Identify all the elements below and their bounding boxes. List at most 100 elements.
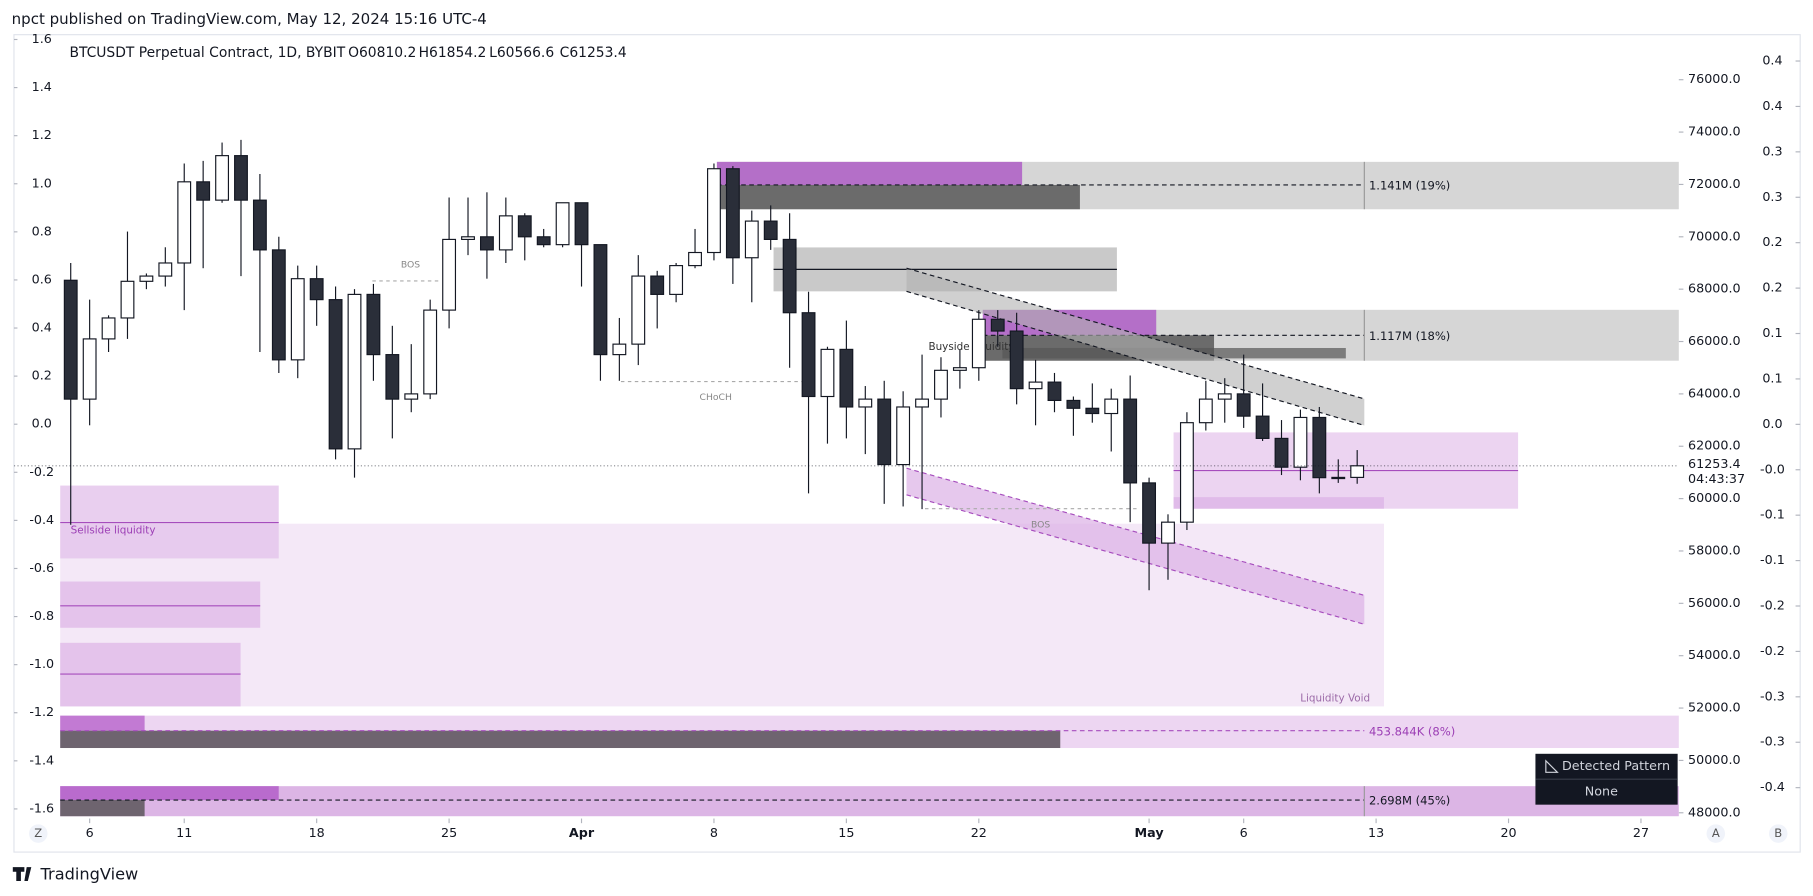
candle-body [990, 318, 1005, 332]
y3-tick-label: -0.3 [1760, 734, 1785, 749]
y-tick-label: 66000.0 [1688, 333, 1741, 348]
logo-icon [12, 867, 32, 881]
candle-body [1085, 407, 1100, 415]
y2-tick-label: -1.6 [29, 800, 54, 815]
x-tick-label: 25 [441, 825, 457, 840]
axes: 48000.0 50000.0 52000.0 54000.0 56000.0 58000… [13, 31, 1801, 840]
y-tick-label: 50000.0 [1688, 752, 1741, 767]
volume-zone-bull [60, 715, 145, 731]
candle-body [347, 293, 362, 450]
y2-tick-label: 0.4 [32, 320, 52, 335]
candle-body [1312, 416, 1327, 479]
liquidity-box [60, 581, 261, 628]
volume-zone-bull [716, 161, 1023, 185]
y2-tick-label: 0.0 [32, 416, 52, 431]
candle-body [612, 343, 627, 356]
candle-body [461, 236, 475, 240]
y3-tick-label: 0.1 [1762, 370, 1782, 385]
y-tick-label: 74000.0 [1688, 124, 1741, 139]
y3-tick-label: -0.0 [1760, 461, 1785, 476]
y3-tick-label: 0.3 [1762, 143, 1782, 158]
candle-body [234, 155, 248, 201]
y2-tick-label: -0.6 [29, 560, 54, 575]
countdown-label: 04:43:37 [1688, 471, 1745, 486]
y-tick-label: 70000.0 [1688, 228, 1741, 243]
candle-body [1217, 393, 1232, 400]
candle-body [1066, 399, 1081, 409]
channel-edge [906, 494, 1365, 625]
candle-body [915, 398, 929, 408]
candle-body [139, 275, 154, 282]
candle-body [120, 280, 135, 319]
pattern-value: None [1585, 783, 1618, 798]
candle-body [744, 220, 759, 259]
candle-body [1293, 416, 1308, 468]
ohlc-close: C61253.4 [560, 45, 627, 61]
bos-label: BOS [401, 259, 420, 270]
chart-frame [13, 34, 1801, 853]
y2-tick-label: 0.6 [32, 271, 52, 286]
candle-body [574, 202, 589, 246]
y2-tick-label: 1.4 [32, 79, 52, 94]
y-tick-label: 54000.0 [1688, 647, 1741, 662]
pattern-panel: Detected Pattern None [1535, 753, 1678, 805]
sellside-label: Sellside liquidity [71, 525, 156, 537]
channel [906, 468, 1365, 625]
x-tick-label: Apr [569, 825, 595, 840]
channel-edge [906, 267, 1365, 400]
x-tick-label: 18 [309, 825, 325, 840]
y2-tick-label: 1.2 [32, 127, 52, 142]
candle-body [517, 215, 532, 238]
y3-tick-label: -0.2 [1760, 643, 1785, 658]
ohlc-low: L60566.6 [489, 45, 554, 61]
ohlc-open: O60810.2 [348, 45, 416, 61]
candle-body [669, 265, 684, 295]
y3-tick-label: -0.4 [1760, 779, 1785, 794]
button[interactable] [28, 824, 48, 843]
candle-body [423, 309, 438, 395]
button-label[interactable]: A [1712, 826, 1720, 840]
candle-body [271, 249, 286, 361]
y2-tick-label: -0.8 [29, 608, 54, 623]
candle-body [1198, 398, 1213, 424]
candle-body [1047, 381, 1062, 402]
candle-body [252, 199, 267, 251]
candle-body [631, 275, 646, 345]
y2-tick-label: 1.6 [32, 31, 52, 46]
button[interactable] [1768, 824, 1788, 843]
x-tick-label: 20 [1500, 825, 1516, 840]
y3-tick-label: 0.2 [1762, 234, 1782, 249]
candle-body [1255, 415, 1270, 439]
y3-tick-label: -0.2 [1760, 597, 1785, 612]
candle-body [934, 369, 948, 400]
x-tick-label: 6 [86, 825, 94, 840]
x-tick-label: May [1135, 825, 1165, 840]
candle-body [309, 278, 324, 301]
volume-zone [60, 786, 1679, 817]
button-label[interactable]: Z [34, 826, 42, 840]
x-tick-label: 22 [971, 825, 987, 840]
candle-body [82, 338, 97, 400]
candle-body [404, 393, 419, 400]
zones [60, 161, 1679, 817]
candle-body [763, 220, 778, 240]
button-label[interactable]: B [1774, 826, 1782, 840]
candle-body [650, 275, 665, 295]
candle-body [1123, 398, 1138, 484]
y3-tick-label: -0.1 [1760, 552, 1785, 567]
candle-body [1104, 398, 1119, 415]
x-tick-label: 15 [838, 825, 854, 840]
candle-body [1009, 330, 1024, 390]
choch-label: CHoCH [700, 392, 732, 403]
candle-body [877, 398, 892, 466]
candle-body [536, 236, 551, 246]
y2-tick-label: -1.4 [29, 752, 54, 767]
void-label: Liquidity Void [1300, 692, 1370, 704]
volume-label: 1.117M (18%) [1369, 329, 1450, 343]
button[interactable] [1706, 824, 1726, 843]
candle-body [290, 278, 305, 361]
y3-tick-label: 0.3 [1762, 189, 1782, 204]
candle-body [555, 202, 570, 246]
candle-body [1028, 381, 1043, 390]
y3-tick-label: 0.1 [1762, 325, 1782, 340]
